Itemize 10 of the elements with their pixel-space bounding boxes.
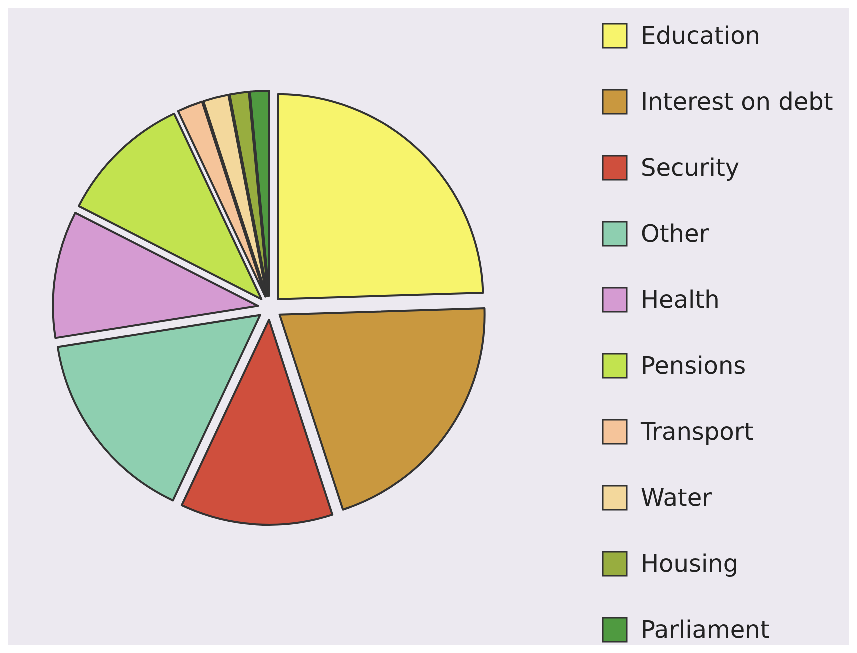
legend-label: Education	[641, 22, 760, 50]
legend-label: Other	[641, 220, 710, 248]
legend-label: Transport	[640, 418, 754, 446]
legend-label: Health	[641, 286, 720, 314]
legend-label: Parliament	[641, 616, 770, 644]
legend-label: Interest on debt	[641, 88, 834, 116]
legend-label: Housing	[641, 550, 739, 578]
legend-label: Security	[641, 154, 740, 182]
legend-label: Water	[641, 484, 712, 512]
legend-label: Pensions	[641, 352, 746, 380]
